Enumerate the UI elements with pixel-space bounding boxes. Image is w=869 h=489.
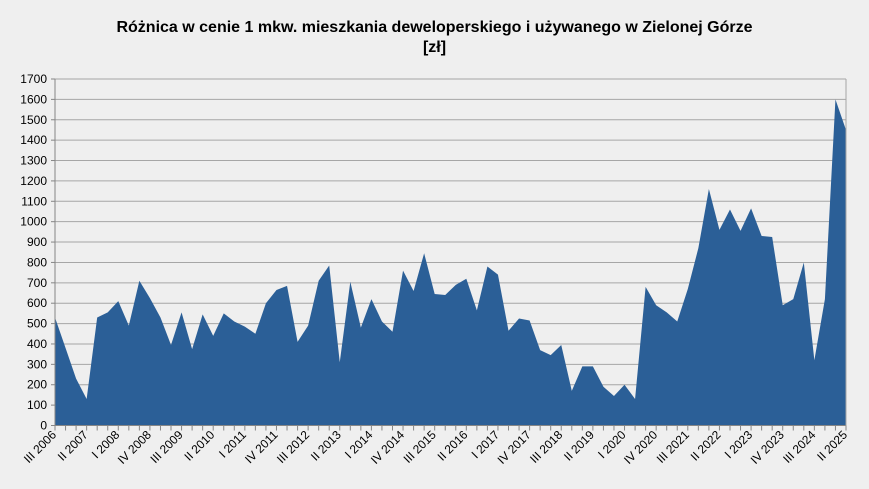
y-tick-label: 1700	[20, 72, 47, 86]
y-tick-label: 1000	[20, 215, 47, 229]
x-tick-label: II 2019	[561, 427, 597, 463]
x-tick-label: III 2009	[147, 427, 185, 465]
y-tick-label: 700	[27, 276, 47, 290]
y-tick-label: 1100	[21, 194, 47, 208]
y-tick-label: 800	[27, 255, 47, 269]
y-tick-label: 1600	[20, 92, 47, 106]
y-tick-label: 1300	[20, 154, 47, 168]
y-tick-label: 1500	[20, 113, 47, 127]
chart-title-unit: [zł]	[422, 39, 447, 56]
x-tick-label: IV 2023	[748, 427, 787, 466]
y-tick-label: 300	[27, 357, 47, 371]
y-tick-label: 400	[27, 337, 47, 351]
x-tick-label: IV 2008	[115, 427, 154, 466]
y-tick-label: 600	[27, 296, 47, 310]
data-area	[55, 99, 846, 426]
y-tick-label: 1400	[20, 133, 47, 147]
x-tick-label: II 2025	[814, 427, 850, 463]
x-tick-label: III 2018	[527, 427, 565, 465]
x-tick-label: III 2021	[654, 427, 692, 465]
y-axis-ticks: 0 100 200 300 400 500 600 700 800 900 1000 1100 1200…	[20, 72, 55, 433]
x-tick-label: II 2016	[435, 427, 471, 463]
chart-title: Różnica w cenie 1 mkw. mieszkania dewelo…	[0, 18, 869, 58]
axes	[54, 79, 847, 426]
y-tick-label: 900	[27, 235, 47, 249]
x-tick-label: IV 2014	[368, 427, 407, 466]
y-tick-label: 1200	[20, 174, 47, 188]
y-tick-label: 0	[40, 419, 47, 433]
x-tick-label: II 2007	[55, 427, 91, 463]
x-tick-label: IV 2011	[242, 427, 281, 466]
x-tick-label: IV 2017	[495, 427, 534, 466]
y-tick-label: 500	[27, 317, 47, 331]
x-tick-label: III 2012	[274, 427, 312, 465]
x-tick-label: II 2022	[688, 427, 724, 463]
x-tick-label: II 2010	[181, 427, 217, 463]
x-tick-label: III 2015	[401, 427, 439, 465]
chart-title-main: Różnica w cenie 1 mkw. mieszkania dewelo…	[116, 19, 753, 36]
y-tick-label: 200	[27, 378, 47, 392]
area-series	[55, 99, 846, 426]
x-tick-label: III 2024	[780, 427, 818, 465]
y-tick-label: 100	[27, 398, 47, 412]
x-tick-label: II 2013	[308, 427, 344, 463]
x-tick-label: IV 2020	[621, 427, 660, 466]
x-tick-label: III 2006	[21, 427, 59, 465]
